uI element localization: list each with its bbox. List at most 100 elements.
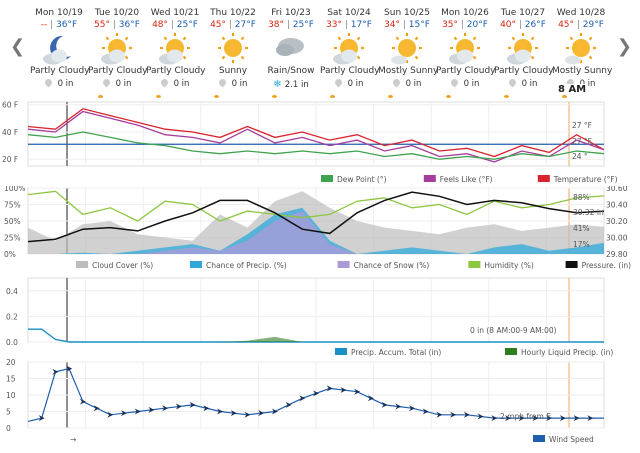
legend-label: Chance of Precip. (%) [206,261,287,270]
wind-speed-chart[interactable]: 0 5 10 15 20 2 mph from E → Wind Speed [0,358,640,453]
day-date: Wed 10/21 [150,8,200,18]
wind-direction-arrow [189,401,196,408]
wind-direction-arrow [244,411,251,418]
wind-direction-arrow [491,415,498,422]
wind-direction-arrow [38,415,45,422]
wind-direction-arrow [422,408,429,415]
left-tick-label: 0% [4,250,16,259]
legend-swatch [190,261,202,268]
day-date: Sat 10/24 [327,8,371,18]
wind-direction-arrow [230,410,237,417]
wind-direction-arrow [162,405,169,412]
raindrop-icon [101,77,112,88]
legend-swatch [468,261,481,268]
day-condition: Sunny [218,66,248,76]
next-days-button[interactable]: ❯ [616,36,632,57]
day-condition: Mostly Sunny [378,66,439,76]
cursor-time-label: 8 AM [556,84,589,95]
pressure-value: 30.32 in [573,208,604,217]
daily-forecast-strip: ❮ ❯ Mon 10/19 -- | 36°F Partly Cloudy 0 in T… [0,0,640,100]
partly-cloudy-icon [97,32,137,66]
day-temps: 33° | 17°F [326,20,372,30]
left-tick-label: 75% [4,201,21,210]
wind-direction-arrow [217,408,223,415]
temperature-line [27,108,605,158]
forecast-day[interactable]: Tue 10/20 55° | 36°F Partly Cloudy 0 in [88,8,148,89]
legend-label: Cloud Cover (%) [92,261,153,270]
low-temp: 27°F [234,20,256,30]
forecast-day[interactable]: Mon 10/26 35° | 20°F Partly Cloudy 0 in [436,8,496,89]
high-temp: 33° [326,20,343,30]
y-tick-label: 0.0 [6,338,18,347]
forecast-day[interactable]: Fri 10/23 38° | 25°F Rain/Snow ❄ 2.1 in [262,8,320,90]
forecast-day[interactable]: Sun 10/25 34° | 15°F Mostly Sunny 0 in [378,8,439,89]
day-date: Wed 10/28 [556,8,606,18]
left-tick-label: 100% [4,186,25,193]
legend-swatch [505,348,517,355]
y-tick-label: 20 F [2,155,18,164]
sun-indicator-icon [156,95,161,98]
day-precip: 0 in [378,77,436,89]
day-condition: Partly Cloudy [146,66,206,76]
forecast-day[interactable]: Wed 10/21 48° | 25°F Partly Cloudy 0 in [146,8,206,89]
forecast-day[interactable]: Thu 10/22 45° | 27°F Sunny 0 in [204,8,262,89]
partly-cloudy-icon [503,32,543,66]
precip-amount: 0 in [173,79,190,89]
raindrop-icon [159,77,170,88]
wind-direction-arrow [463,411,470,418]
dew-point-value: 24 ° [572,152,588,161]
day-temps: 55° | 36°F [94,20,140,30]
wind-direction-arrow [395,403,402,410]
legend-label: Temperature (°F) [553,175,618,184]
wind-direction-arrow [271,408,278,415]
day-precip: 0 in [436,77,494,89]
sky-humidity-pressure-chart[interactable]: 0% 25% 50% 75% 100% 29.80 30.00 30.20 30.40 30.60… [0,186,640,276]
right-tick-label: 30.40 [606,201,628,210]
left-tick-label: 25% [4,234,21,243]
precip-chance-value: 17% [573,240,590,249]
raindrop-icon [507,77,518,88]
previous-days-button[interactable]: ❮ [10,36,26,57]
y-tick-label: 15 [6,375,16,384]
partly-cloudy-icon [155,32,195,66]
dew-point-line [27,131,605,160]
humidity-line [27,190,605,222]
temperature-chart[interactable]: 20 F 40 F 60 F 27 °F 27 °F 24 ° Dew Point (°) F… [0,100,640,188]
precip-amount: 0 in [405,79,422,89]
high-temp: 48° [152,20,169,30]
forecast-day[interactable]: Tue 10/27 40° | 26°F Partly Cloudy 0 in [494,8,554,89]
day-temps: 38° | 25°F [268,20,314,30]
cloud-cover-area [28,191,604,254]
wind-direction-arrow [148,406,155,413]
legend-label: Hourly Liquid Precip. (in) [521,348,613,357]
snow-icon: ❄ [273,79,285,90]
temperature-value: 27 °F [572,121,592,130]
y-tick-label: 40 F [2,128,18,137]
left-tick-label: 50% [4,217,21,226]
low-temp: 25°F [292,20,314,30]
forecast-day[interactable]: Mon 10/19 -- | 36°F Partly Cloudy 0 in [30,8,90,89]
wind-direction-arrow [436,411,443,418]
wind-direction-arrow [134,408,141,415]
right-tick-label: 30.00 [606,234,628,243]
right-tick-label: 29.80 [606,250,628,259]
precip-amount: 0 in [57,79,74,89]
forecast-day[interactable]: Sat 10/24 33° | 17°F Partly Cloudy 0 in [320,8,380,89]
day-temps: 45° | 27°F [210,20,256,30]
legend-label: Feels Like (°F) [440,175,493,184]
precip-amount: 0 in [521,79,538,89]
sun-indicator-icon [272,95,277,98]
legend-label: Wind Speed [549,435,594,444]
raindrop-icon [333,77,344,88]
day-precip: 0 in [320,77,378,89]
day-precip: 0 in [88,77,146,89]
high-temp: 35° [442,20,459,30]
low-temp: 20°F [466,20,488,30]
wind-direction-arrow [285,401,292,408]
sun-indicator-icon [330,95,335,98]
pressure-line [27,191,605,243]
precipitation-chart[interactable]: 0.0 0.2 0.4 0 in (8 AM:00-9 AM:00) Precip. A… [0,276,640,360]
legend-swatch [76,261,88,268]
legend-label: Dew Point (°) [337,175,387,184]
